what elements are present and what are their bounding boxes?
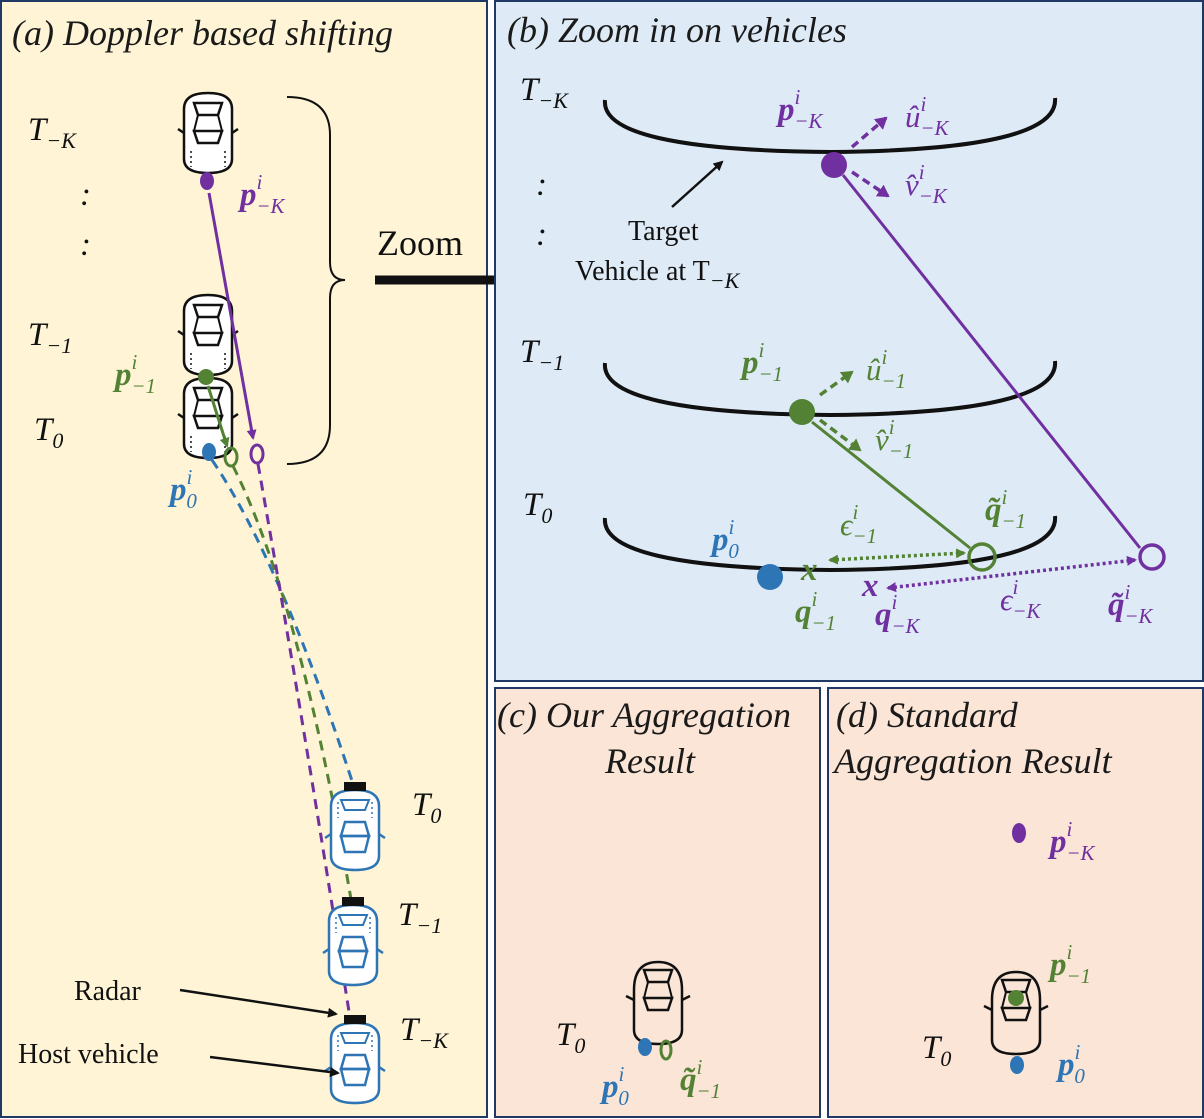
panel-b-title: (b) Zoom in on vehicles bbox=[507, 10, 847, 50]
c-point-q-tilde-minus-1 bbox=[659, 1039, 673, 1061]
target-label-line2: Vehicle at T−K bbox=[575, 256, 741, 293]
panel-b: (b) Zoom in on vehicles T−K : : T−1 T0 T… bbox=[494, 0, 1204, 682]
b-label-q-tilde-minus-k: q̃i −K bbox=[1108, 580, 1154, 628]
c-target-vehicle bbox=[625, 960, 691, 1046]
host-vehicle-pointer bbox=[209, 1055, 340, 1077]
b-shifted-point-purple bbox=[1138, 543, 1166, 571]
b-label-p-minus-1: pi −1 bbox=[739, 338, 783, 386]
label-t-minus-1: T−1 bbox=[28, 317, 72, 358]
b-label-eps-minus-1: ϵi −1 bbox=[840, 500, 877, 548]
target-pointer bbox=[671, 160, 724, 208]
panel-a-title: (a) Doppler based shifting bbox=[12, 13, 393, 53]
point-p-minus-k bbox=[200, 172, 214, 190]
point-p-0 bbox=[202, 443, 216, 461]
radar-pointer bbox=[179, 988, 338, 1018]
host-vehicle-label: Host vehicle bbox=[18, 1039, 159, 1070]
vector-u-hat-minus-1 bbox=[818, 370, 854, 397]
b-label-q-minus-k: qi −K bbox=[875, 590, 921, 638]
label-t-minus-k: T−K bbox=[28, 112, 77, 153]
x-mark-q-minus-1: x bbox=[800, 552, 818, 588]
b-point-p-minus-1 bbox=[789, 399, 815, 425]
b-label-p-minus-k: pi −K bbox=[775, 85, 824, 133]
ray-purple bbox=[256, 463, 352, 1019]
host-vehicle-t-minus-1 bbox=[321, 895, 385, 987]
shift-arrow-purple bbox=[207, 192, 257, 440]
d-label-p-minus-1: pi −1 bbox=[1047, 940, 1091, 988]
host-label-t-minus-k: T−K bbox=[400, 1012, 449, 1053]
b-label-u-hat-minus-1: ûi −1 bbox=[866, 345, 906, 393]
d-point-p-0 bbox=[1010, 1056, 1024, 1074]
arc-t-minus-k bbox=[602, 97, 1058, 155]
d-label-p-minus-k: pi −K bbox=[1047, 817, 1096, 865]
b-label-t-minus-1: T−1 bbox=[520, 334, 564, 375]
panel-c-title-line1: (c) Our Aggregation bbox=[497, 695, 791, 735]
panel-c-title-line2: Result bbox=[604, 741, 696, 781]
b-label-t-minus-k: T−K bbox=[520, 72, 569, 113]
label-p-minus-k-a: pi −K bbox=[237, 170, 286, 218]
d-label-p-0: pi 0 bbox=[1055, 1040, 1085, 1088]
x-mark-q-minus-k: x bbox=[861, 568, 879, 604]
label-t-0: T0 bbox=[34, 412, 63, 453]
ellipsis-1: : bbox=[80, 177, 91, 213]
d-point-p-minus-1 bbox=[1008, 990, 1024, 1006]
zoom-label: Zoom bbox=[377, 223, 463, 263]
b-point-p-minus-k bbox=[821, 152, 847, 178]
b-label-eps-minus-k: ϵi −K bbox=[1000, 575, 1042, 623]
vector-v-hat-minus-k bbox=[851, 170, 890, 198]
panel-a: (a) Doppler based shifting T−K : : T−1 T… bbox=[0, 0, 527, 1118]
zoom-bracket bbox=[286, 96, 346, 465]
c-label-t-0: T0 bbox=[556, 1017, 585, 1058]
c-label-p-0: pi 0 bbox=[599, 1062, 629, 1110]
shift-line-purple bbox=[841, 174, 1142, 549]
b-ellipsis-1: : bbox=[536, 167, 547, 203]
point-p-minus-1 bbox=[198, 369, 214, 385]
d-label-t-0: T0 bbox=[922, 1030, 951, 1071]
host-vehicle-t-minus-k bbox=[323, 1013, 387, 1105]
panel-d: (d) Standard Aggregation Result pi −K pi −… bbox=[827, 687, 1204, 1118]
b-label-v-hat-minus-k: v̂i −K bbox=[905, 160, 948, 208]
shift-arrow-green bbox=[206, 385, 230, 448]
c-label-q-tilde-minus-1: q̃i −1 bbox=[680, 1055, 721, 1103]
arc-t-minus-1 bbox=[602, 360, 1058, 418]
label-p-0-a: pi 0 bbox=[167, 465, 197, 513]
host-label-t-0: T0 bbox=[412, 787, 441, 828]
radar-label: Radar bbox=[74, 976, 142, 1007]
c-point-p-0 bbox=[638, 1038, 652, 1056]
b-label-q-minus-1: qi −1 bbox=[795, 587, 836, 635]
b-label-p-0: pi 0 bbox=[709, 515, 739, 563]
target-label-line1: Target bbox=[628, 216, 699, 247]
host-label-t-minus-1: T−1 bbox=[398, 897, 442, 938]
vector-u-hat-minus-k bbox=[850, 116, 888, 149]
panel-d-title-line2: Aggregation Result bbox=[832, 741, 1113, 781]
arc-t-0 bbox=[602, 515, 1058, 573]
b-ellipsis-2: : bbox=[536, 217, 547, 253]
panel-c: (c) Our Aggregation Result T0 pi 0 q̃i −1 bbox=[494, 687, 821, 1118]
b-point-p-0 bbox=[757, 564, 783, 590]
target-vehicle-t-minus-k bbox=[176, 91, 240, 175]
ray-blue bbox=[210, 459, 357, 791]
shifted-point-purple bbox=[249, 443, 265, 465]
shifted-point-green bbox=[223, 446, 239, 468]
ellipsis-2: : bbox=[80, 227, 91, 263]
b-label-q-tilde-minus-1: q̃i −1 bbox=[985, 485, 1026, 533]
b-label-t-0: T0 bbox=[523, 487, 552, 528]
panel-d-title-line1: (d) Standard bbox=[836, 695, 1019, 735]
label-p-minus-1-a: pi −1 bbox=[112, 350, 156, 398]
shift-line-green bbox=[811, 420, 971, 550]
b-label-u-hat-minus-k: ûi −K bbox=[905, 92, 950, 140]
vector-v-hat-minus-1 bbox=[818, 418, 862, 452]
d-point-p-minus-k bbox=[1012, 823, 1026, 843]
d-target-vehicle bbox=[983, 970, 1049, 1056]
host-vehicle-t-0 bbox=[323, 780, 387, 872]
b-label-v-hat-minus-1: v̂i −1 bbox=[875, 415, 913, 463]
